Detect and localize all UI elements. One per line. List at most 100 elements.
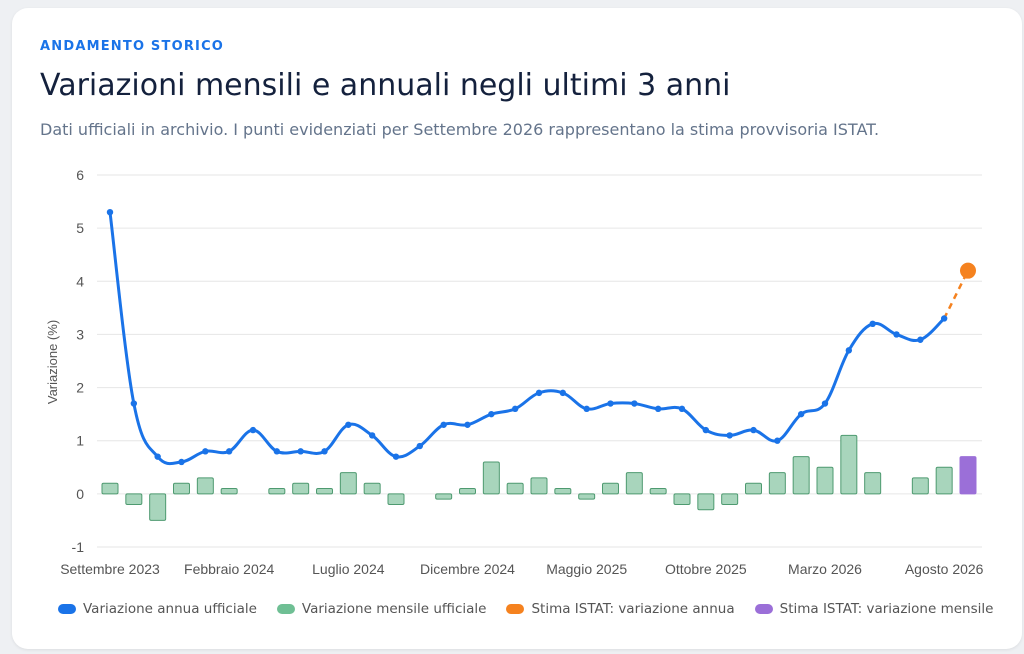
monthly-bar [268,488,286,495]
x-tick-label: Dicembre 2024 [420,561,515,577]
monthly-bar [292,482,310,495]
legend-swatch-annual [58,604,76,614]
monthly-bar [673,493,691,505]
monthly-bar [554,488,572,495]
x-tick-label: Settembre 2023 [60,561,160,577]
monthly-bar [482,461,500,495]
y-tick-label: 5 [76,220,84,236]
annual-point [893,331,900,338]
x-tick-label: Agosto 2026 [905,561,984,577]
x-tick-label: Maggio 2025 [546,561,627,577]
monthly-bar [768,472,786,495]
annual-point [488,410,495,418]
annual-point [702,426,710,434]
y-tick-label: 0 [76,486,84,502]
annual-point [750,426,757,434]
monthly-bar [459,488,476,495]
annual-point [106,209,114,216]
legend-swatch-estimate-annual [506,604,525,614]
annual-point [821,400,829,407]
annual-point [559,389,567,397]
annual-point [678,405,686,413]
y-tick-label: 4 [76,273,84,289]
estimate-annual-point [960,262,976,279]
legend-swatch-estimate-monthly [754,604,773,614]
estimate-monthly-bar [959,456,977,495]
monthly-bar [816,466,834,495]
annual-points [106,209,976,466]
estimate-connector-line [943,270,970,320]
monthly-bar [435,493,453,500]
section-eyebrow: ANDAMENTO STORICO [40,39,225,54]
x-tick-label: Febbraio 2024 [184,561,275,577]
y-axis-ticks: -1 0 1 2 3 4 5 6 [72,167,85,555]
y-tick-label: -1 [72,539,85,555]
annual-point [583,405,590,413]
monthly-bar [363,482,381,495]
x-tick-label: Luglio 2024 [312,561,385,577]
x-axis-ticks: Settembre 2023 Febbraio 2024 Luglio 2024 Di… [60,561,984,577]
annual-point [511,405,519,413]
monthly-bar [339,472,357,495]
monthly-bar [721,493,739,505]
monthly-bar [649,488,667,495]
monthly-bar [387,493,405,505]
legend-label-estimate-monthly: Stima ISTAT: variazione mensile [779,601,994,617]
annual-point [297,448,304,455]
monthly-bar [935,466,953,495]
legend-item-estimate-annual[interactable]: Stima ISTAT: variazione annua [506,601,735,617]
monthly-bar [864,472,882,495]
annual-point [940,315,948,322]
monthly-bar [745,482,762,495]
chart-legend: Variazione annua ufficiale Variazione me… [58,601,993,617]
monthly-bar [196,477,214,495]
legend-item-annual[interactable]: Variazione annua ufficiale [58,601,257,617]
page-title: Variazioni mensili e annuali negli ultim… [40,68,731,103]
annual-point [845,347,853,354]
annual-point [392,453,400,460]
chart-card [12,8,1022,649]
annual-point [464,421,471,428]
annual-point [368,432,376,439]
annual-point [774,437,781,444]
legend-label-annual: Variazione annua ufficiale [83,601,257,617]
annual-point [321,448,328,455]
page-subtitle: Dati ufficiali in archivio. I punti evid… [40,120,880,139]
annual-point [178,458,185,466]
annual-line-layer [108,212,970,466]
annual-point [917,336,924,343]
monthly-bar [101,482,119,495]
annual-point [249,426,257,434]
monthly-bar [625,472,643,495]
y-tick-label: 3 [76,326,84,342]
monthly-bar [149,493,167,521]
annual-point [202,448,209,455]
monthly-bar [840,434,858,495]
annual-point [654,405,662,413]
monthly-bar [578,493,596,500]
legend-swatch-monthly [276,604,295,614]
monthly-bar [697,493,715,511]
annual-point [345,421,352,428]
annual-point [440,421,447,428]
monthly-bar [792,456,810,495]
annual-point [130,400,138,407]
x-tick-label: Ottobre 2025 [665,561,747,577]
monthly-bar [173,482,190,495]
monthly-bars [101,434,977,521]
annual-point [273,448,281,455]
legend-item-estimate-monthly[interactable]: Stima ISTAT: variazione mensile [754,601,994,617]
annual-series-line [108,212,946,466]
legend-label-estimate-annual: Stima ISTAT: variazione annua [531,601,735,617]
monthly-bar [602,482,619,495]
y-tick-label: 2 [76,380,84,396]
monthly-bar [316,488,333,495]
annual-point [869,320,876,327]
monthly-bar [530,477,548,495]
annual-point [797,410,805,418]
annual-point [726,432,733,439]
monthly-bar [220,488,238,495]
annual-point [631,400,638,407]
y-axis-label: Variazione (%) [45,320,60,404]
legend-item-monthly[interactable]: Variazione mensile ufficiale [276,601,486,617]
